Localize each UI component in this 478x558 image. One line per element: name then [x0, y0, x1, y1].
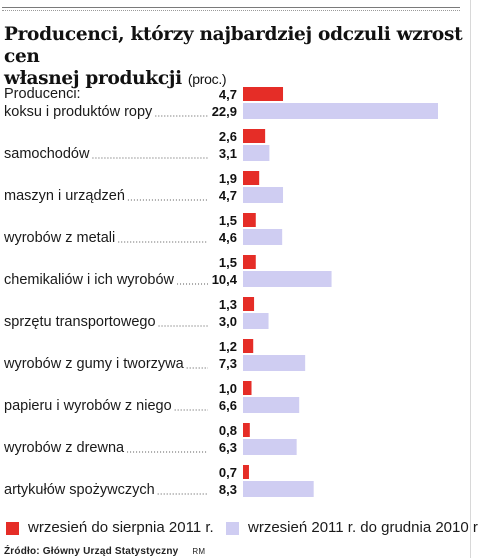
value-label-series-1: 4,7 [219, 87, 237, 102]
category-label: chemikaliów i ich wyrobów [4, 272, 175, 288]
category-label: wyrobów z metali [3, 230, 115, 246]
bar-series-1 [243, 171, 260, 185]
value-label-series-1: 1,9 [219, 171, 237, 186]
bar-series-2 [243, 397, 300, 413]
category-label: sprzętu transportowego [4, 314, 156, 330]
value-label-series-1: 1,3 [219, 297, 237, 312]
value-label-series-2: 7,3 [219, 356, 237, 371]
bar-series-2 [243, 187, 284, 203]
value-label-series-2: 3,1 [219, 146, 237, 161]
bar-series-2 [243, 103, 438, 119]
bar-series-1 [243, 381, 252, 395]
value-label-series-1: 0,8 [219, 423, 237, 438]
top-rule-dotted [2, 10, 460, 11]
category-label: samochodów [4, 146, 90, 162]
bar-series-1 [243, 87, 284, 101]
value-label-series-1: 1,5 [219, 255, 237, 270]
category-label: koksu i produktów ropy [4, 104, 153, 120]
source-note: Źródło: Główny Urząd Statystyczny RM [4, 546, 205, 557]
category-label: maszyn i urządzeń [4, 188, 125, 204]
bar-series-1 [243, 297, 255, 311]
title-line-1: Producenci, którzy najbardziej odczuli w… [4, 24, 463, 67]
bar-series-1 [243, 129, 266, 143]
value-label-series-1: 2,6 [219, 129, 237, 144]
legend-label-series-2: wrzesień 2011 r. do grudnia 2010 r. [248, 519, 478, 536]
bar-series-2 [243, 439, 297, 455]
value-label-series-2: 4,7 [219, 188, 237, 203]
value-label-series-2: 6,6 [219, 398, 237, 413]
legend-swatch-red [6, 522, 19, 535]
category-label: artykułów spożywczych [4, 482, 155, 498]
value-label-series-1: 1,0 [219, 381, 237, 396]
right-edge-line [470, 0, 471, 558]
category-label: wyrobów z gumy i tworzywa [3, 356, 185, 372]
value-label-series-2: 6,3 [219, 440, 237, 455]
category-label: wyrobów z drewna [3, 440, 125, 456]
legend: wrzesień do sierpnia 2011 r. wrzesień 20… [4, 519, 478, 539]
bar-chart: Producenci: koksu i produktów ropy 4,7 22,9… [3, 86, 438, 498]
source-tag: RM [192, 547, 206, 556]
bar-series-2 [243, 481, 314, 497]
bar-series-2 [243, 145, 270, 161]
bar-series-1 [243, 423, 250, 437]
value-label-series-2: 10,4 [212, 272, 238, 287]
value-label-series-2: 8,3 [219, 482, 237, 497]
value-label-series-2: 22,9 [212, 104, 237, 119]
value-label-series-1: 1,5 [219, 213, 237, 228]
source-text: Źródło: Główny Urząd Statystyczny [4, 546, 179, 557]
value-label-series-1: 1,2 [219, 339, 237, 354]
bar-series-2 [243, 313, 269, 329]
bar-series-2 [243, 229, 283, 245]
bar-series-1 [243, 213, 256, 227]
top-rule [2, 7, 460, 8]
bar-series-1 [243, 465, 249, 479]
value-label-series-1: 0,7 [219, 465, 237, 480]
legend-label-series-1: wrzesień do sierpnia 2011 r. [28, 519, 214, 536]
bar-series-1 [243, 255, 256, 269]
header-label: Producenci: [4, 86, 81, 102]
category-label: papieru i wyrobów z niego [4, 398, 172, 414]
bar-series-2 [243, 355, 306, 371]
unit-label: (proc.) [187, 71, 227, 87]
chart-title: Producenci, którzy najbardziej odczuli w… [4, 24, 464, 90]
title-line-2-wrap: własnej produkcji (proc.) [4, 68, 464, 90]
value-label-series-2: 4,6 [219, 230, 237, 245]
bar-series-2 [243, 271, 332, 287]
value-label-series-2: 3,0 [219, 314, 237, 329]
title-line-2: własnej produkcji [4, 68, 182, 89]
bar-series-1 [243, 339, 254, 353]
legend-swatch-lavender [226, 522, 239, 535]
